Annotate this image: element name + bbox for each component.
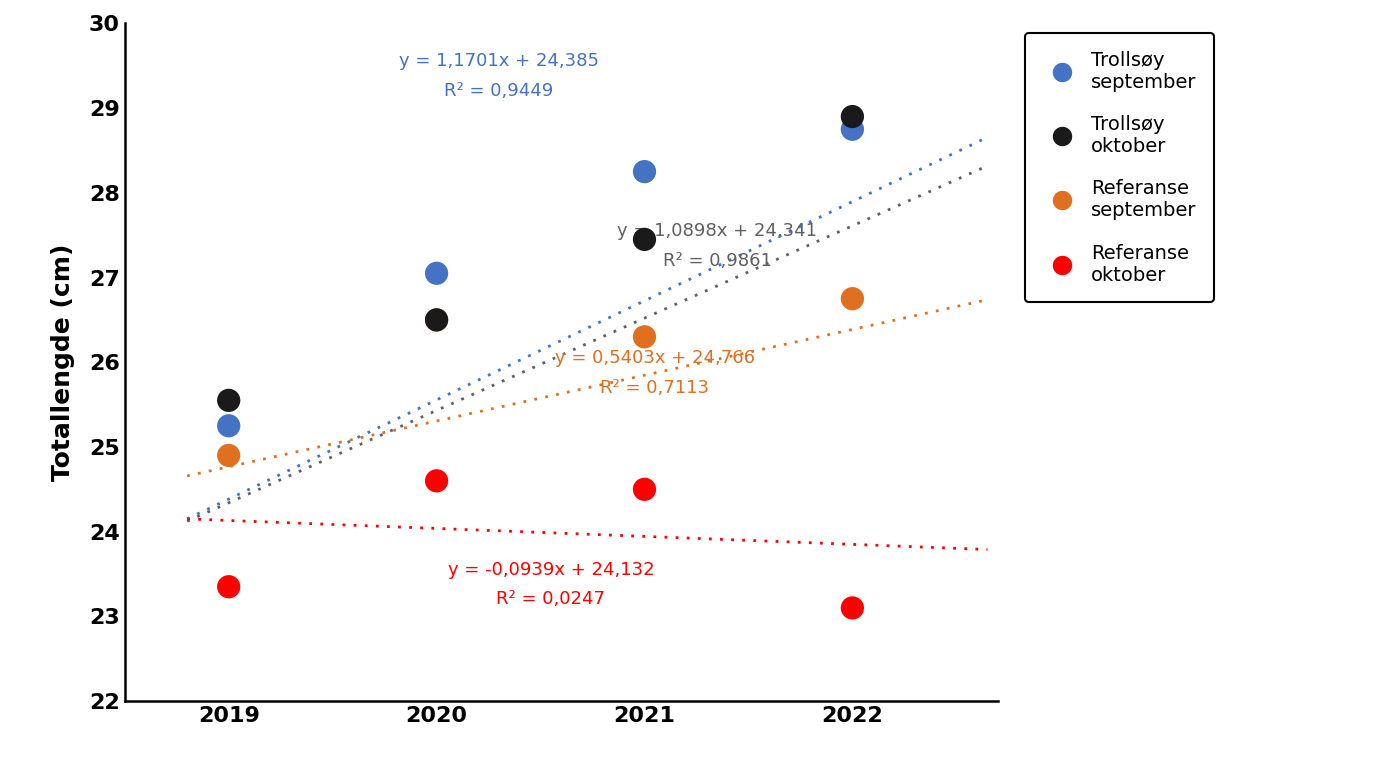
Text: R² = 0,7113: R² = 0,7113 bbox=[600, 379, 710, 397]
Point bbox=[218, 449, 240, 462]
Point bbox=[633, 330, 656, 343]
Text: y = 1,1701x + 24,385: y = 1,1701x + 24,385 bbox=[399, 52, 599, 70]
Legend: Trollsøy
september, Trollsøy
oktober, Referanse
september, Referanse
oktober: Trollsøy september, Trollsøy oktober, Re… bbox=[1026, 33, 1214, 302]
Point bbox=[218, 580, 240, 593]
Point bbox=[633, 165, 656, 178]
Text: y = 1,0898x + 24,341: y = 1,0898x + 24,341 bbox=[617, 222, 818, 240]
Point bbox=[426, 314, 448, 326]
Point bbox=[633, 483, 656, 495]
Y-axis label: Totallengde (cm): Totallengde (cm) bbox=[51, 244, 75, 481]
Text: R² = 0,0247: R² = 0,0247 bbox=[496, 590, 606, 608]
Point bbox=[218, 420, 240, 432]
Point bbox=[426, 267, 448, 280]
Point bbox=[426, 474, 448, 487]
Point bbox=[841, 123, 863, 136]
Point bbox=[633, 233, 656, 245]
Text: y = -0,0939x + 24,132: y = -0,0939x + 24,132 bbox=[448, 561, 654, 579]
Point bbox=[841, 601, 863, 614]
Point bbox=[841, 111, 863, 123]
Text: y = 0,5403x + 24,766: y = 0,5403x + 24,766 bbox=[554, 349, 755, 367]
Point bbox=[218, 394, 240, 407]
Point bbox=[841, 292, 863, 305]
Text: R² = 0,9449: R² = 0,9449 bbox=[445, 82, 553, 100]
Text: R² = 0,9861: R² = 0,9861 bbox=[663, 252, 772, 270]
Point bbox=[426, 314, 448, 326]
